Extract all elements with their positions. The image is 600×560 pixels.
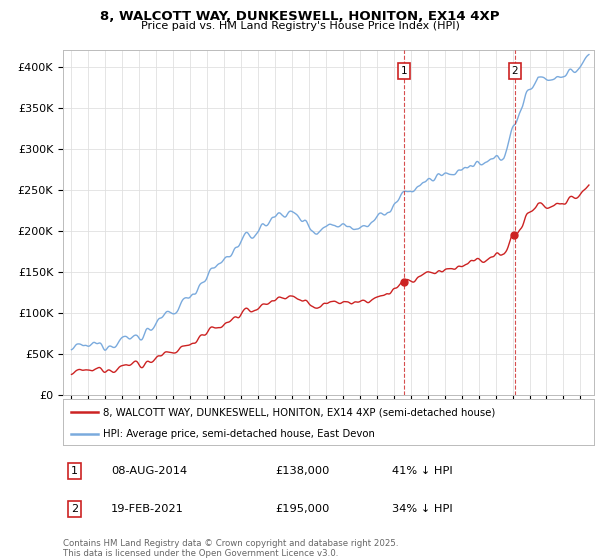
Text: Contains HM Land Registry data © Crown copyright and database right 2025.
This d: Contains HM Land Registry data © Crown c…	[63, 539, 398, 558]
Text: 2: 2	[511, 66, 518, 76]
Text: 8, WALCOTT WAY, DUNKESWELL, HONITON, EX14 4XP: 8, WALCOTT WAY, DUNKESWELL, HONITON, EX1…	[100, 10, 500, 22]
Text: Price paid vs. HM Land Registry's House Price Index (HPI): Price paid vs. HM Land Registry's House …	[140, 21, 460, 31]
Text: £138,000: £138,000	[275, 466, 330, 476]
Text: 19-FEB-2021: 19-FEB-2021	[111, 504, 184, 514]
Text: 1: 1	[401, 66, 407, 76]
Text: 2: 2	[71, 504, 78, 514]
Text: £195,000: £195,000	[275, 504, 330, 514]
Text: 41% ↓ HPI: 41% ↓ HPI	[392, 466, 453, 476]
Text: 34% ↓ HPI: 34% ↓ HPI	[392, 504, 453, 514]
Text: 8, WALCOTT WAY, DUNKESWELL, HONITON, EX14 4XP (semi-detached house): 8, WALCOTT WAY, DUNKESWELL, HONITON, EX1…	[103, 407, 495, 417]
Text: HPI: Average price, semi-detached house, East Devon: HPI: Average price, semi-detached house,…	[103, 429, 374, 438]
Text: 1: 1	[71, 466, 78, 476]
Text: 08-AUG-2014: 08-AUG-2014	[111, 466, 187, 476]
